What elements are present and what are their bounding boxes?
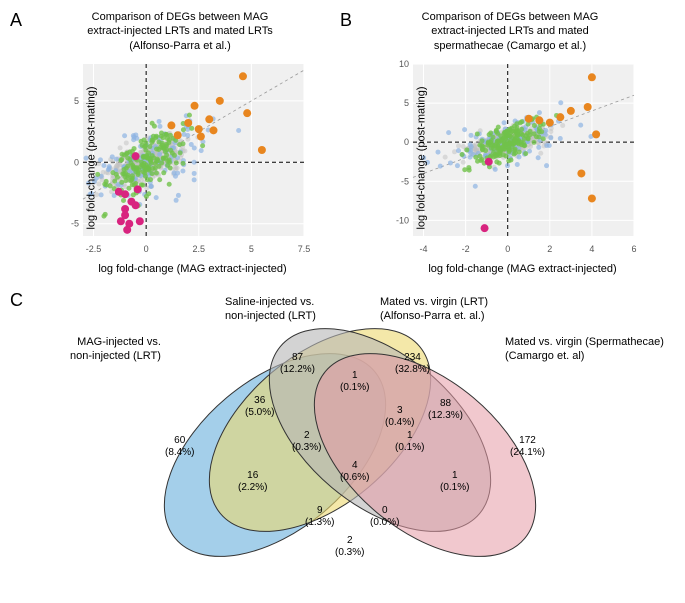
panel-a-xlabel: log fold-change (MAG extract-injected)	[55, 263, 330, 275]
svg-text:0: 0	[505, 244, 510, 254]
panel-a-ylabel: log fold-change (post-mating)	[86, 86, 98, 229]
venn-only1: 60(8.4%)	[165, 435, 194, 459]
venn-label-2: Saline-injected vs. non-injected (LRT)	[225, 295, 316, 324]
svg-text:-10: -10	[396, 215, 409, 225]
figure: A Comparison of DEGs between MAG extract…	[10, 10, 675, 570]
svg-text:-5: -5	[71, 219, 79, 229]
venn-r14: 2(0.3%)	[335, 535, 364, 559]
panel-a-title: Comparison of DEGs between MAG extract-i…	[30, 10, 330, 53]
panel-c: C MAG-injected vs. non-injected (LRT) Sa…	[10, 290, 675, 570]
venn-r234: 1(0.1%)	[395, 430, 424, 454]
svg-text:-2: -2	[462, 244, 470, 254]
svg-text:0: 0	[404, 137, 409, 147]
svg-text:4: 4	[589, 244, 594, 254]
svg-text:-4: -4	[420, 244, 428, 254]
venn-label-3: Mated vs. virgin (LRT) (Alfonso-Parra et…	[380, 295, 488, 324]
venn-label-1: MAG-injected vs. non-injected (LRT)	[70, 335, 161, 364]
svg-text:-5: -5	[401, 176, 409, 186]
venn-label-4: Mated vs. virgin (Spermathecae) (Camargo…	[505, 335, 664, 364]
panel-c-label: C	[10, 290, 23, 311]
panel-b-plot: log fold-change (post-mating) -4 -2 0 2 4 6 -1…	[385, 58, 660, 258]
venn-r134: 9(1.3%)	[305, 505, 334, 529]
svg-text:10: 10	[399, 59, 409, 69]
svg-text:5: 5	[249, 244, 254, 254]
top-row: A Comparison of DEGs between MAG extract…	[10, 10, 675, 275]
svg-text:2.5: 2.5	[193, 244, 206, 254]
panel-a-plot: log fold-change (post-mating) -2.5 0 2.5 5 7…	[55, 58, 330, 258]
venn-only3: 234(32.8%)	[395, 352, 430, 376]
panel-b: B Comparison of DEGs between MAG extract…	[340, 10, 660, 275]
venn-r34: 88(12.3%)	[428, 398, 463, 422]
svg-text:2: 2	[547, 244, 552, 254]
venn-r12: 36(5.0%)	[245, 395, 274, 419]
venn-r24: 0(0.0%)	[370, 505, 399, 529]
svg-text:0: 0	[144, 244, 149, 254]
panel-b-label: B	[340, 10, 352, 31]
svg-text:5: 5	[74, 96, 79, 106]
venn-only4: 172(24.1%)	[510, 435, 545, 459]
venn-rall: 4(0.6%)	[340, 460, 369, 484]
svg-text:6: 6	[631, 244, 636, 254]
panel-b-title: Comparison of DEGs between MAG extract-i…	[360, 10, 660, 53]
venn-svg	[10, 290, 675, 570]
panel-a: A Comparison of DEGs between MAG extract…	[10, 10, 330, 275]
venn-r23: 1(0.1%)	[340, 370, 369, 394]
panel-a-label: A	[10, 10, 22, 31]
venn-r124: 3(0.4%)	[385, 405, 414, 429]
panel-b-ylabel: log fold-change (post-mating)	[416, 86, 428, 229]
svg-text:5: 5	[404, 98, 409, 108]
svg-text:0: 0	[74, 157, 79, 167]
svg-text:-2.5: -2.5	[86, 244, 102, 254]
panel-b-xlabel: log fold-change (MAG extract-injected)	[385, 263, 660, 275]
venn-r13: 16(2.2%)	[238, 470, 267, 494]
svg-text:7.5: 7.5	[298, 244, 310, 254]
venn-extra: 1(0.1%)	[440, 470, 469, 494]
venn-only2: 87(12.2%)	[280, 352, 315, 376]
venn-r123: 2(0.3%)	[292, 430, 321, 454]
